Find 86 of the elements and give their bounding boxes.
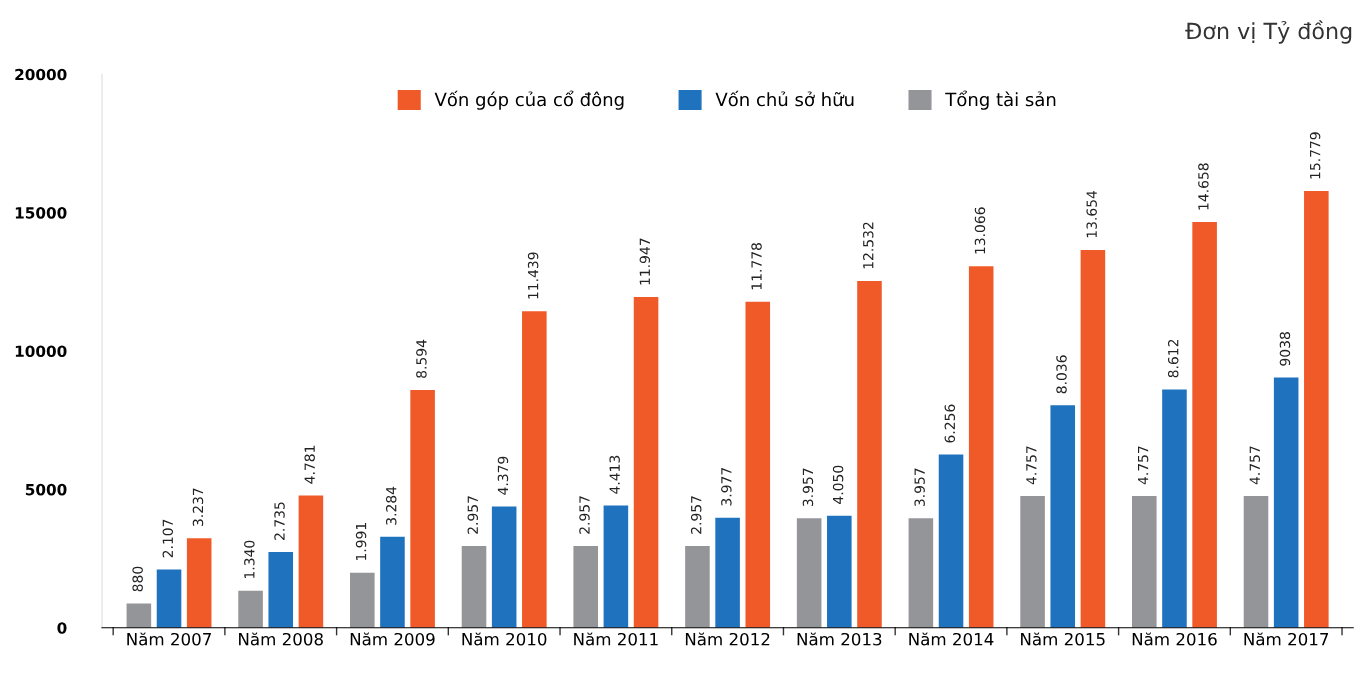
legend-label: Tổng tài sản	[945, 90, 1056, 110]
bar	[380, 536, 405, 628]
bar	[1132, 496, 1157, 628]
data-label: 3.284	[385, 486, 397, 525]
bar	[238, 590, 263, 628]
data-label: 4.757	[1026, 446, 1037, 485]
data-label: 13.066	[974, 207, 986, 254]
bar	[745, 301, 771, 628]
bar	[268, 552, 294, 628]
data-label: 4.050	[832, 465, 844, 504]
x-tick-label: Năm 2017	[1244, 632, 1329, 646]
bar	[827, 515, 852, 628]
data-label: 11.778	[751, 243, 762, 290]
bar	[156, 569, 182, 628]
x-tick-label: Năm 2009	[350, 632, 435, 646]
x-tick-label: Năm 2015	[1021, 632, 1105, 646]
bar	[633, 297, 659, 628]
data-label: 11.439	[527, 252, 539, 299]
data-label: 8.612	[1167, 339, 1179, 378]
bar	[715, 517, 740, 628]
data-label: 4.781	[304, 445, 315, 484]
bar	[1020, 496, 1045, 628]
x-tick-label: Năm 2016	[1132, 632, 1217, 646]
x-tick-label: Năm 2007	[127, 632, 211, 646]
bar	[491, 506, 517, 628]
bar	[857, 280, 882, 628]
data-label: 3.977	[721, 468, 732, 506]
data-label: 2.957	[690, 496, 702, 534]
y-tick-label: 0	[57, 622, 67, 634]
bar	[1080, 249, 1106, 628]
data-label: 880	[132, 566, 143, 592]
bar	[1162, 389, 1187, 628]
bar	[796, 518, 822, 628]
data-label: 2.107	[162, 519, 174, 558]
bar	[350, 572, 375, 628]
data-label: 8.036	[1056, 355, 1067, 394]
data-label: 3.237	[192, 488, 204, 526]
x-tick-label: Năm 2008	[239, 632, 323, 646]
data-label: 11.947	[639, 238, 651, 285]
data-label: 4.757	[1249, 446, 1261, 485]
data-label: 2.957	[467, 496, 479, 534]
data-label: 13.654	[1086, 190, 1097, 238]
bar	[573, 545, 599, 628]
x-tick-label: Năm 2013	[797, 632, 882, 646]
data-label: 15.779	[1309, 132, 1321, 179]
bar	[298, 495, 324, 628]
data-label: 1.340	[244, 540, 255, 579]
data-label: 4.757	[1138, 446, 1149, 485]
data-label: 12.532	[863, 222, 874, 269]
x-tick-label: Năm 2012	[685, 632, 770, 646]
data-label: 2.957	[579, 496, 590, 534]
data-label: 1.991	[355, 523, 367, 561]
data-label: 3.957	[914, 468, 925, 507]
bar	[126, 603, 152, 628]
bar	[685, 545, 710, 628]
data-label: 9038	[1279, 332, 1291, 366]
data-label: 2.735	[274, 502, 285, 540]
legend-label: Vốn chủ sở hữu	[715, 90, 854, 107]
data-label: 6.256	[944, 404, 956, 443]
bar	[1050, 405, 1076, 628]
bar	[522, 311, 547, 628]
y-tick-label: 10000	[15, 345, 67, 358]
bar	[1192, 222, 1217, 628]
bar	[908, 518, 934, 628]
bar	[461, 545, 487, 628]
legend-label: Vốn góp của cổ đông	[434, 90, 624, 110]
data-label: 8.594	[416, 339, 427, 378]
y-tick-label: 20000	[15, 68, 67, 81]
data-label: 4.413	[609, 455, 620, 494]
x-tick-label: Năm 2011	[574, 632, 658, 646]
bar	[186, 538, 212, 628]
y-tick-label: 15000	[15, 207, 67, 219]
x-tick-label: Năm 2014	[909, 632, 994, 646]
data-label: 3.957	[802, 468, 814, 507]
text: Đơn vị Tỷ đồng	[1185, 20, 1352, 44]
bar	[410, 389, 435, 628]
bar	[603, 505, 629, 628]
bar	[938, 454, 964, 628]
bar	[1243, 496, 1269, 628]
bar	[1273, 377, 1299, 628]
x-tick-label: Năm 2010	[462, 632, 547, 646]
data-label: 14.658	[1198, 163, 1209, 210]
bar	[1304, 191, 1329, 628]
data-label: 4.379	[497, 456, 509, 495]
y-tick-label: 5000	[25, 483, 67, 496]
bar	[968, 266, 994, 628]
